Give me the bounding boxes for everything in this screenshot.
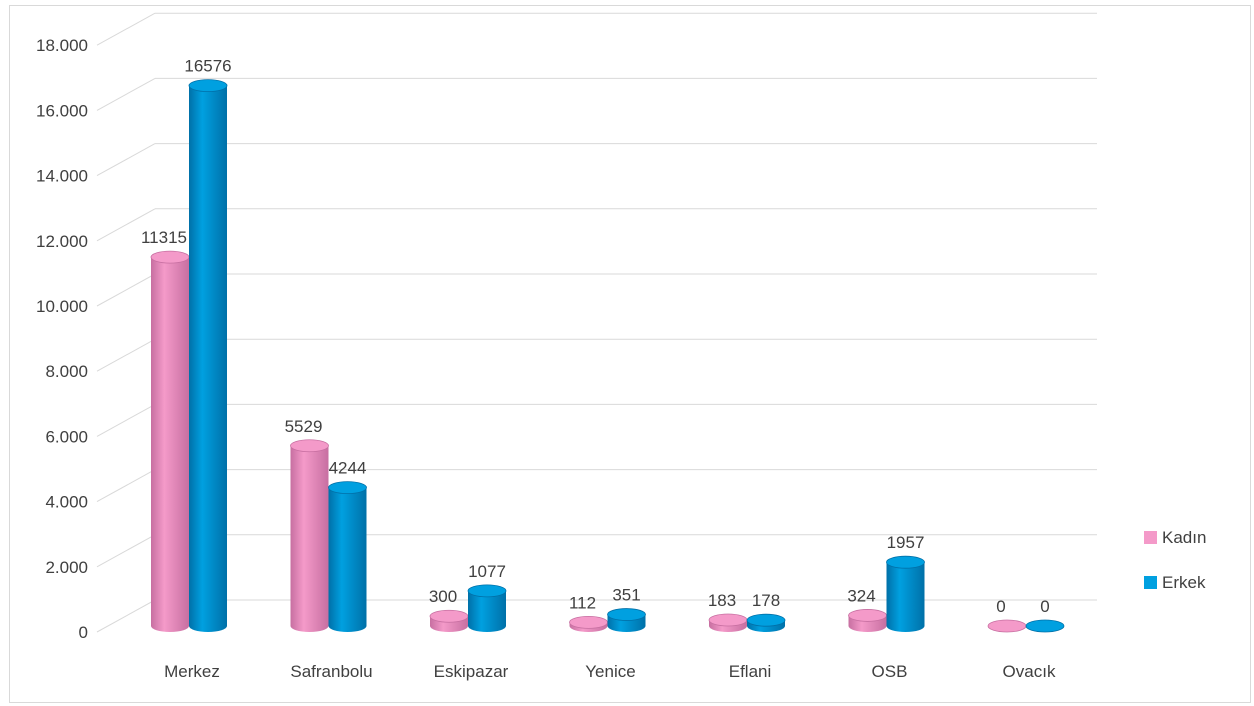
gridline-slant	[96, 469, 156, 503]
gridline-slant	[96, 77, 156, 111]
legend-label: Kadın	[1162, 528, 1206, 547]
bar-erkek-safranbolu	[328, 487, 367, 632]
data-label: 5529	[285, 417, 323, 436]
data-label: 300	[429, 587, 457, 606]
bar-erkek-osb-cap	[886, 555, 925, 569]
bar-erkek-ovacık-cap	[1025, 619, 1065, 633]
bar-erkek-merkez-cap	[188, 79, 228, 93]
x-category-label: OSB	[872, 662, 908, 681]
data-label: 4244	[329, 459, 367, 478]
data-label: 16576	[184, 57, 231, 76]
data-label: 0	[1040, 597, 1049, 616]
x-category-label: Eflani	[729, 662, 772, 681]
bar-erkek-eskipazar-cap	[467, 584, 507, 598]
bar-kadın-merkez	[151, 257, 189, 632]
y-tick-label: 0	[79, 623, 88, 642]
bars	[150, 79, 1065, 633]
gridline-slant	[96, 208, 156, 242]
y-tick-label: 16.000	[36, 101, 88, 120]
y-tick-label: 14.000	[36, 167, 88, 186]
data-label: 351	[612, 586, 640, 605]
legend-label: Erkek	[1162, 573, 1206, 592]
legend: Kadın Erkek	[1144, 528, 1206, 592]
bar-kadın-safranbolu-cap	[290, 439, 329, 453]
legend-swatch-kadın	[1144, 531, 1157, 544]
bar-kadın-eflani-cap	[708, 613, 748, 627]
gridline-slant	[96, 12, 156, 46]
x-category-label: Eskipazar	[434, 662, 509, 681]
bar-erkek-eskipazar	[468, 590, 506, 632]
bar-erkek-osb	[886, 562, 925, 632]
data-label: 0	[996, 597, 1005, 616]
gridline-slant	[96, 143, 156, 177]
chart-frame	[9, 5, 1251, 703]
data-label: 112	[569, 593, 596, 612]
y-tick-label: 18.000	[36, 36, 88, 55]
data-label: 1957	[887, 533, 925, 552]
y-tick-label: 10.000	[36, 297, 88, 316]
gridlines	[96, 12, 1097, 633]
y-tick-label: 6.000	[45, 427, 88, 446]
bar-erkek-eflani-cap	[746, 613, 786, 627]
x-category-label: Ovacık	[1003, 662, 1056, 681]
x-axis-categories: Merkez Safranbolu Eskipazar Yenice Eflani OSB…	[164, 662, 1056, 681]
x-category-label: Safranbolu	[290, 662, 372, 681]
data-labels: 11315 16576 5529 4244 300 1077 112 351 183 178 324…	[141, 57, 1050, 616]
gridline-slant	[96, 534, 156, 568]
x-category-label: Merkez	[164, 662, 220, 681]
x-category-label: Yenice	[585, 662, 635, 681]
y-tick-label: 2.000	[45, 558, 88, 577]
data-label: 11315	[141, 228, 187, 247]
bar-kadın-merkez-cap	[150, 250, 190, 264]
bar-kadın-eskipazar-cap	[429, 609, 469, 623]
bar-kadın-osb-cap	[848, 609, 887, 622]
data-label: 1077	[468, 562, 506, 581]
bar-kadın-safranbolu	[290, 445, 329, 632]
gridline-slant	[96, 273, 156, 307]
y-tick-label: 12.000	[36, 232, 88, 251]
bar-kadın-ovacık-cap	[987, 619, 1027, 633]
data-label: 324	[847, 586, 875, 605]
data-label: 178	[752, 591, 780, 610]
y-tick-label: 8.000	[45, 362, 88, 381]
y-tick-label: 4.000	[45, 493, 88, 512]
bar-kadın-yenice-cap	[569, 615, 608, 629]
y-axis: 0 2.000 4.000 6.000 8.000 10.000 12.000 14.000 1…	[36, 36, 88, 642]
gridline-slant	[96, 403, 156, 437]
data-label: 183	[708, 591, 736, 610]
gridline-slant	[96, 599, 156, 633]
gridline-slant	[96, 338, 156, 372]
bar-erkek-yenice-cap	[607, 608, 646, 621]
bar-erkek-merkez	[189, 85, 227, 633]
bar-erkek-safranbolu-cap	[328, 481, 367, 495]
legend-swatch-erkek	[1144, 576, 1157, 589]
